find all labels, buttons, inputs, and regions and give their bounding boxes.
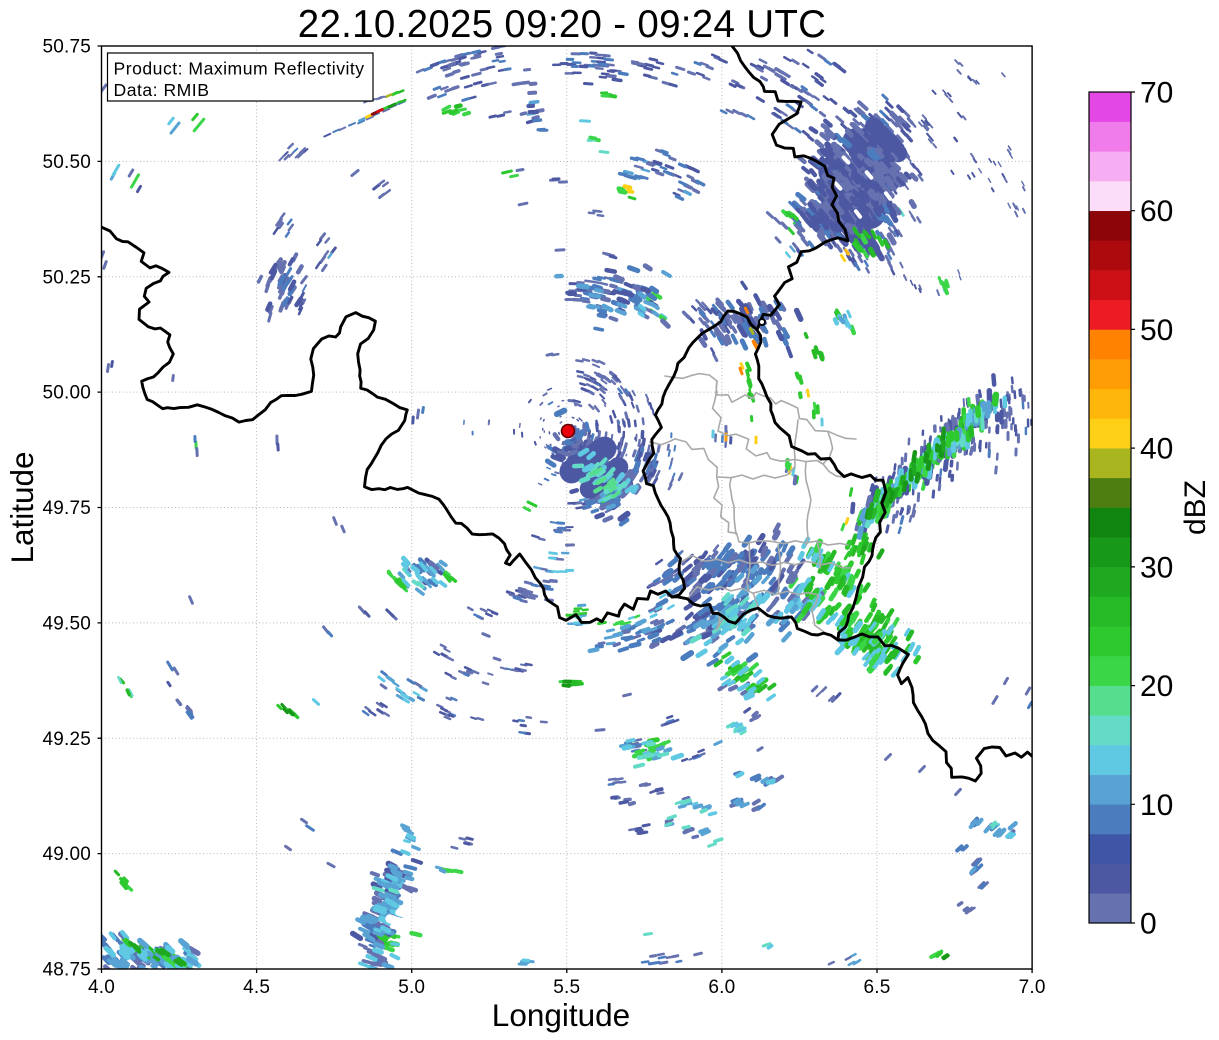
svg-text:49.75: 49.75 [42,498,91,519]
svg-text:50.25: 50.25 [42,267,91,288]
svg-text:60: 60 [1140,195,1173,228]
svg-text:4.5: 4.5 [243,977,270,998]
svg-text:48.75: 48.75 [42,960,91,981]
svg-text:22.10.2025 09:20 - 09:24 UTC: 22.10.2025 09:20 - 09:24 UTC [298,3,827,46]
svg-text:6.0: 6.0 [708,977,735,998]
svg-text:Latitude: Latitude [4,451,40,563]
svg-text:4.0: 4.0 [88,977,115,998]
svg-text:6.5: 6.5 [863,977,890,998]
svg-text:Longitude: Longitude [492,997,630,1033]
svg-text:7.0: 7.0 [1019,977,1046,998]
svg-text:49.50: 49.50 [42,614,91,635]
svg-text:Data: RMIB: Data: RMIB [114,80,210,100]
svg-text:20: 20 [1140,670,1173,703]
svg-text:50.50: 50.50 [42,152,91,173]
svg-text:30: 30 [1140,551,1173,584]
svg-text:50.00: 50.00 [42,383,91,404]
svg-text:70: 70 [1140,77,1173,110]
svg-text:10: 10 [1140,789,1173,822]
svg-text:50.75: 50.75 [42,37,91,58]
svg-text:dBZ: dBZ [1179,480,1212,535]
svg-text:40: 40 [1140,433,1173,466]
svg-text:49.00: 49.00 [42,844,91,865]
svg-text:0: 0 [1140,908,1157,941]
svg-text:5.0: 5.0 [398,977,425,998]
svg-text:Product: Maximum Reflectivity: Product: Maximum Reflectivity [114,58,365,78]
svg-text:5.5: 5.5 [553,977,580,998]
svg-text:50: 50 [1140,314,1173,347]
svg-text:49.25: 49.25 [42,729,91,750]
